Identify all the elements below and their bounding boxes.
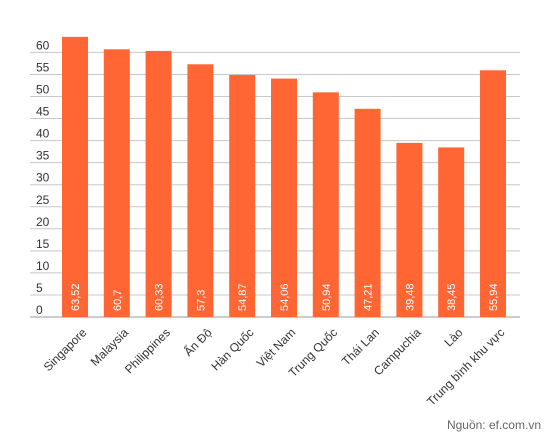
bar [187,64,214,317]
bar-value-label: 60,33 [154,283,166,311]
y-axis-ticks: 0 5 10 15 20 25 30 35 40 45 50 55 60 [36,38,50,317]
bar-value-label: 54,87 [237,283,249,311]
y-tick-label: 45 [36,105,50,119]
bar [354,108,381,318]
bar [438,147,465,317]
bar-value-label: 57,3 [195,290,207,311]
bar-value-label: 47,21 [363,283,375,311]
bar-value-label: 60,7 [112,290,124,311]
bar-value-label: 50,94 [321,283,333,311]
y-tick-label: 40 [36,127,50,141]
y-tick-label: 60 [36,38,50,52]
bar [145,50,172,317]
y-tick-label: 5 [36,281,43,295]
x-tick-label: Hàn Quốc [208,325,256,373]
bar [103,49,130,318]
y-tick-label: 55 [36,60,50,74]
y-tick-label: 50 [36,83,50,97]
bar [62,36,88,317]
bar-value-label: 63,52 [70,283,82,311]
bar-value-label: 39,48 [404,283,416,311]
y-tick-label: 25 [36,193,50,207]
bar [396,142,423,317]
x-tick-label: Philippines [122,325,173,376]
bar [229,75,256,317]
bar [312,92,339,317]
bar-value-label: 54,06 [279,283,291,311]
bar [271,78,297,317]
x-tick-label: Ấn Độ [181,325,215,359]
bars [62,36,506,318]
source-note: Nguồn: ef.com.vn [446,418,541,432]
y-tick-label: 20 [36,215,50,229]
x-tick-label: Singapore [41,325,90,374]
value-labels: 63,52 60,7 60,33 57,3 54,87 54,06 50,94 47,21 39… [70,283,500,311]
bar-value-label: 38,45 [446,283,458,311]
y-tick-label: 30 [36,171,50,185]
x-tick-label: Lào [441,325,465,349]
x-tick-label: Thái Lan [339,325,382,368]
y-tick-label: 0 [36,303,43,317]
bar [480,70,506,318]
y-tick-label: 10 [36,259,50,273]
x-tick-label: Trung bình khu vực [424,325,507,408]
y-tick-label: 15 [36,237,50,251]
bar-value-label: 55,94 [488,283,500,311]
y-tick-label: 35 [36,149,50,163]
